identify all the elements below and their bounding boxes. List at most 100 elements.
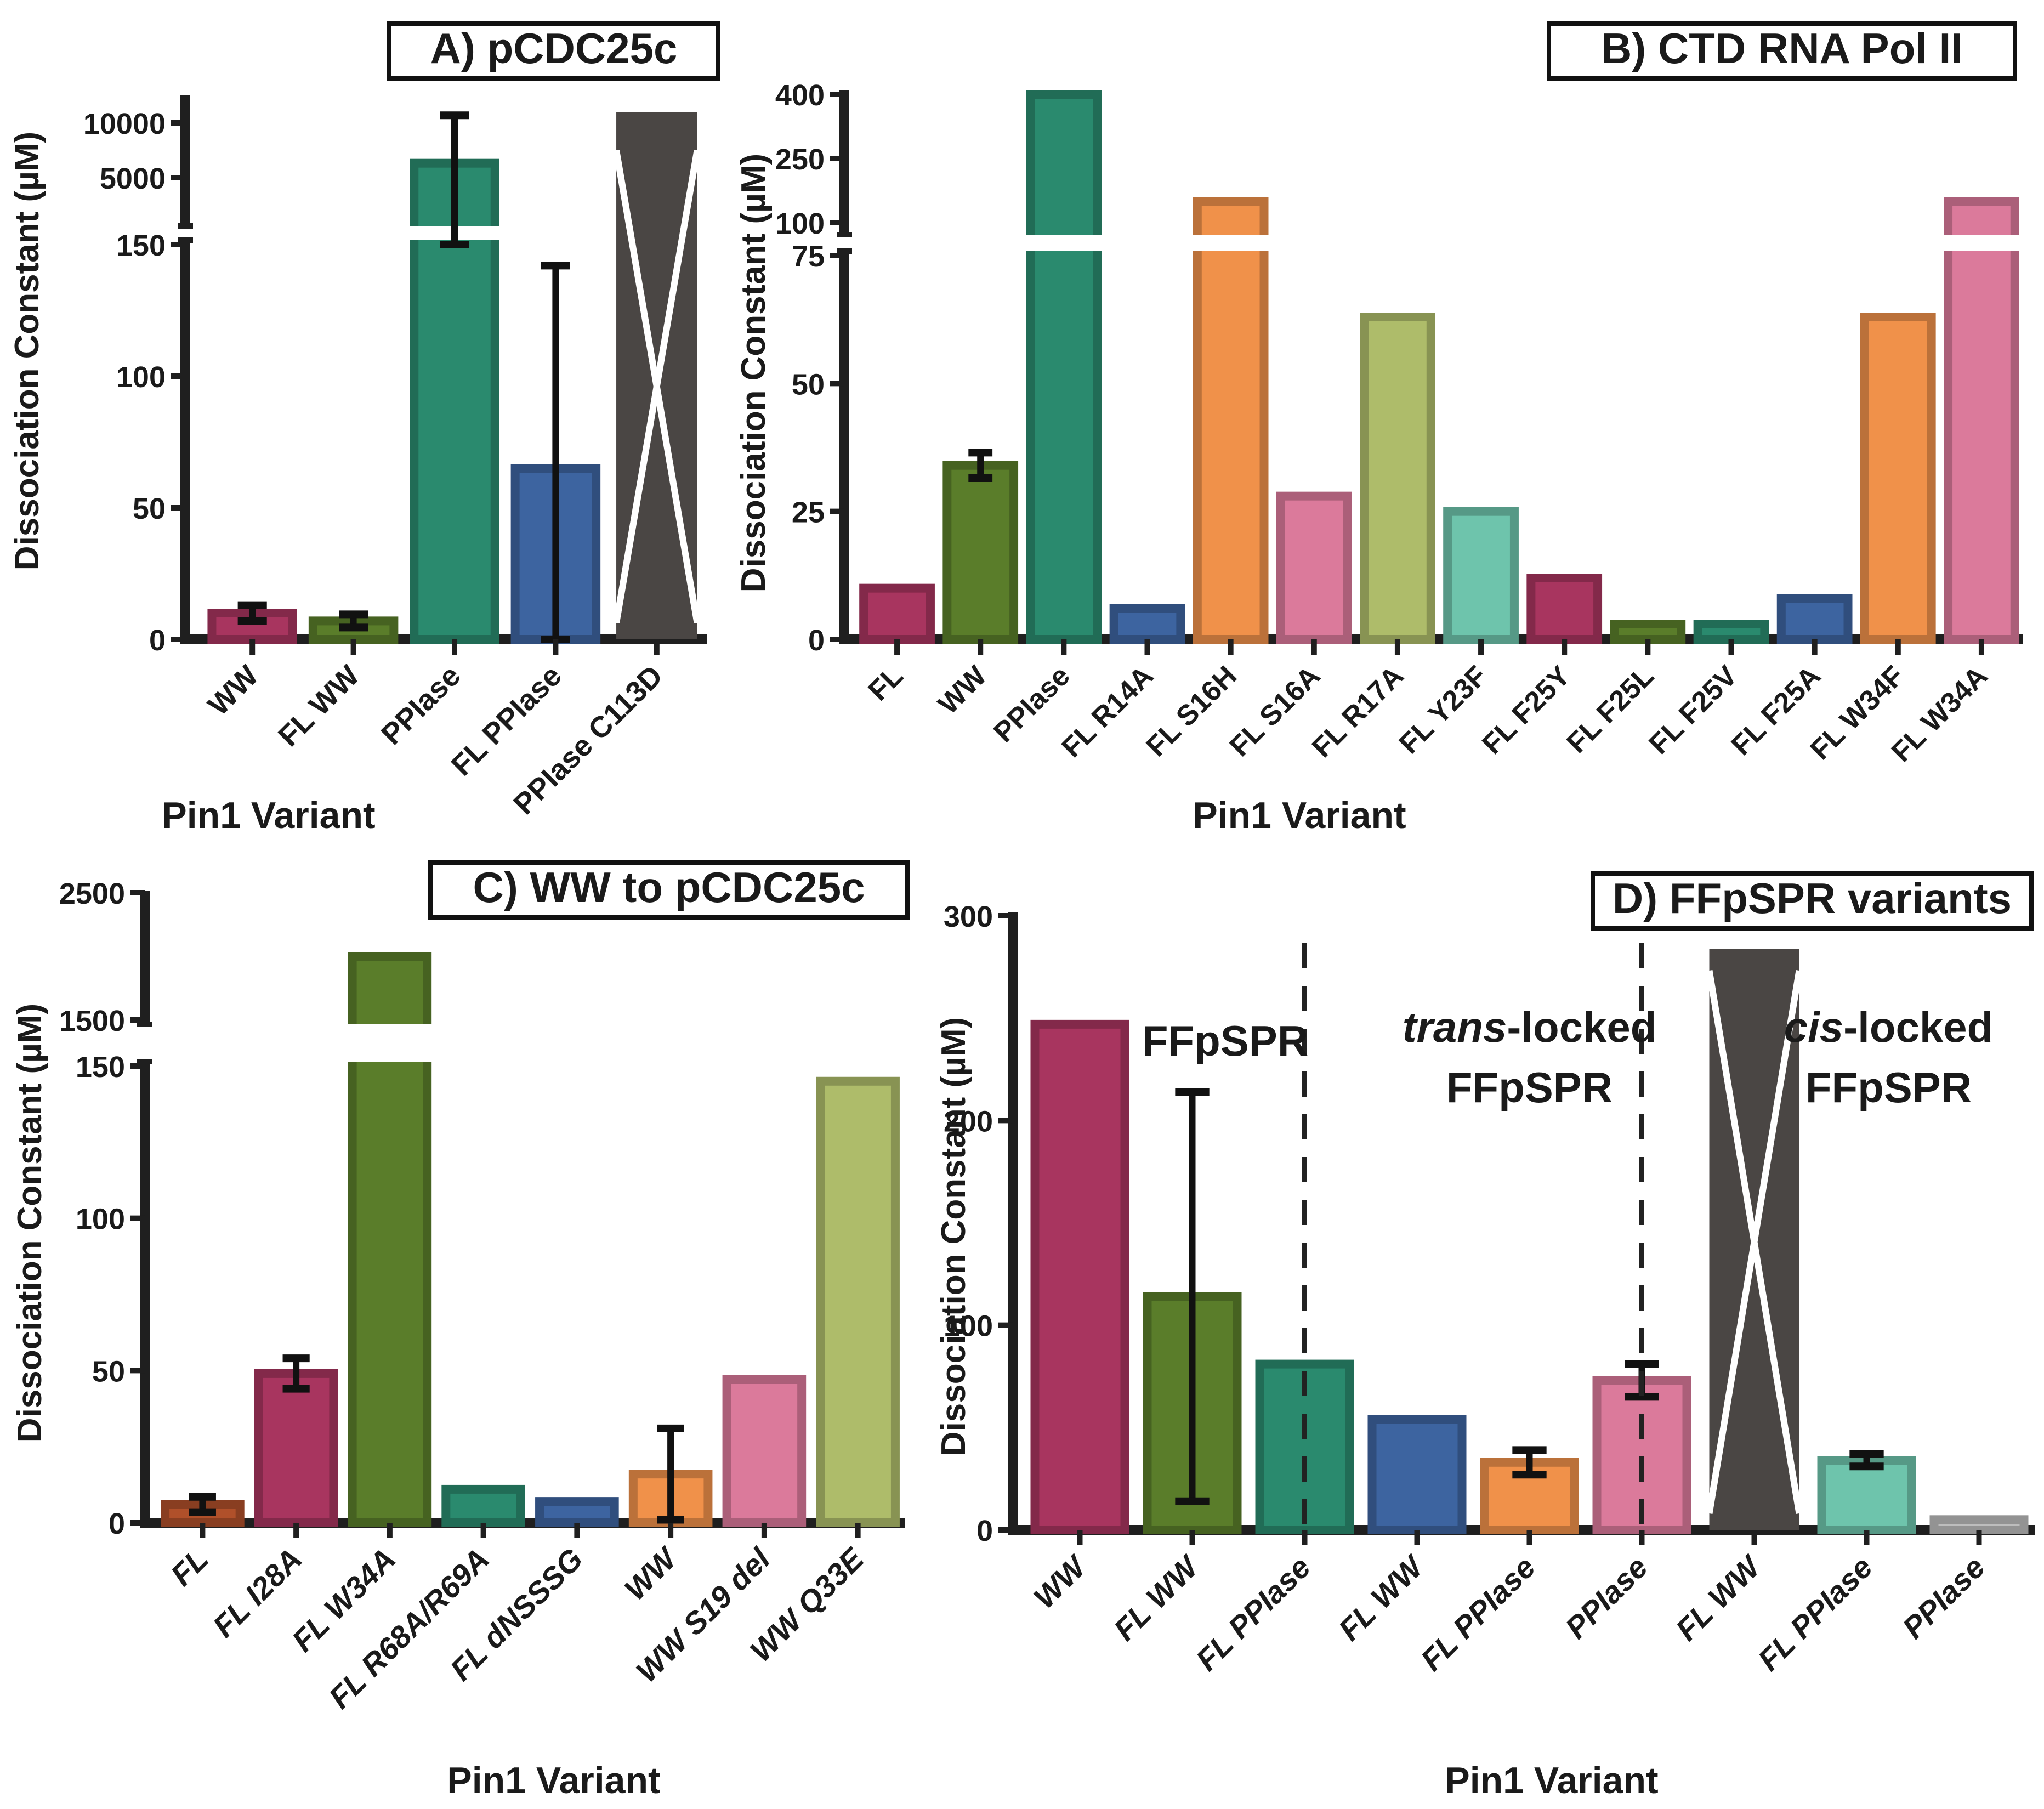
x-axis-title: Pin1 Variant [162, 795, 375, 836]
group-label-line2: FFpSPR [1805, 1063, 1972, 1112]
x-tick-label: WW [1027, 1548, 1094, 1615]
title-box [1591, 871, 2034, 931]
y-tick-label: 0 [149, 624, 166, 657]
bar [1030, 1019, 1129, 1535]
y-tick-label: 100 [116, 361, 166, 394]
y-tick-label: 150 [116, 229, 166, 262]
bar [1860, 313, 1936, 644]
bar-break-gap [1024, 235, 1104, 251]
x-tick-label: FL S16H [1140, 660, 1243, 762]
x-tick-label: FL WW [1107, 1548, 1206, 1647]
y-tick-label: 250 [775, 143, 825, 176]
y-tick-label: 50 [92, 1355, 125, 1388]
y-tick-label: 25 [792, 496, 825, 529]
y-tick-label: 5000 [100, 162, 166, 195]
x-tick-label: FL R14A [1055, 660, 1159, 763]
y-tick-label: 10000 [83, 107, 166, 140]
y-tick-label: 1500 [59, 1005, 125, 1037]
chart-title: B) CTD RNA Pol II [1601, 24, 1963, 72]
group-label: trans-locked [1403, 1003, 1657, 1051]
x-tick-label: WW [617, 1540, 684, 1607]
bar [1610, 620, 1686, 644]
bar [942, 461, 1019, 644]
bar [1276, 491, 1352, 644]
x-tick-label: WW [202, 659, 265, 722]
y-axis-title: Dissociation Constant (µM) [8, 132, 46, 570]
x-tick-label: PPIase [375, 659, 467, 751]
y-tick-label: 400 [775, 79, 825, 112]
x-tick-label: WW [932, 660, 993, 721]
y-tick-label: 50 [792, 368, 825, 401]
y-tick-label: 300 [944, 900, 993, 933]
x-tick-label: FL R68A/R69A [322, 1541, 496, 1715]
bar [1526, 574, 1603, 644]
group-label-prefix: cis [1784, 1003, 1843, 1051]
bar [535, 1497, 619, 1528]
x-axis-title: Pin1 Variant [1445, 1760, 1658, 1801]
x-tick-label: FL WW [1669, 1548, 1768, 1647]
x-tick-label: PPIase [1559, 1550, 1654, 1645]
x-tick-label: FL F25V [1643, 660, 1744, 761]
title-box [428, 860, 910, 920]
bar [859, 583, 935, 644]
y-tick-label: 50 [133, 492, 166, 525]
bar-break-gap [345, 1024, 434, 1062]
y-tick-label: 0 [976, 1515, 993, 1547]
x-tick-label: FL F25L [1561, 660, 1660, 759]
no-binding-cross [613, 149, 701, 624]
bar [1109, 604, 1185, 644]
bar [254, 1369, 338, 1528]
bar [1193, 197, 1269, 644]
y-tick-label: 75 [792, 240, 825, 273]
bar [1929, 1515, 2029, 1534]
y-axis-title: Dissociation Constant (µM) [11, 1003, 49, 1442]
group-label: cis-locked [1784, 1003, 1994, 1051]
bar [1944, 197, 2019, 644]
bar-break-gap [1190, 235, 1271, 251]
x-tick-label: PPIase [1896, 1550, 1991, 1645]
y-tick-label: 100 [76, 1203, 125, 1236]
y-tick-label: 200 [944, 1105, 993, 1138]
title-box [387, 21, 720, 81]
y-axis-title: Dissociation Constant (µM) [935, 1017, 973, 1456]
bar-break-gap [1941, 235, 2022, 251]
bar [816, 1076, 900, 1528]
y-tick-label: 0 [109, 1507, 125, 1540]
group-label-line2: FFpSPR [1446, 1063, 1613, 1112]
x-tick-label: FL S16A [1224, 660, 1326, 762]
x-tick-label: FL F25Y [1476, 660, 1576, 760]
x-tick-label: FL PPIase [1751, 1550, 1879, 1677]
group-label-suffix: -locked [1843, 1003, 1993, 1051]
x-tick-label: FL [862, 660, 910, 707]
y-axis-title: Dissociation Constant (µM) [735, 154, 773, 592]
bar [1693, 620, 1769, 644]
x-tick-label: FL Y23F [1393, 660, 1494, 760]
x-axis-title: Pin1 Variant [1193, 795, 1406, 836]
x-tick-label: FL WW [1332, 1548, 1431, 1647]
bar [441, 1484, 525, 1527]
x-tick-label: FL [164, 1541, 215, 1592]
title-box [1547, 21, 2017, 81]
x-tick-label: FL WW [272, 659, 366, 753]
y-tick-label: 100 [944, 1310, 993, 1343]
bar [1026, 90, 1102, 644]
chart-title: A) pCDC25c [430, 24, 678, 72]
group-label: FFpSPR [1142, 1017, 1308, 1065]
x-tick-label: FL PPIase [1189, 1550, 1317, 1677]
bar [1817, 1456, 1916, 1534]
y-tick-label: 150 [76, 1051, 125, 1084]
bar [1776, 594, 1853, 644]
y-tick-label: 100 [775, 207, 825, 240]
y-tick-label: 0 [808, 624, 825, 657]
bar [1360, 313, 1435, 644]
chart-title: D) FFpSPR variants [1613, 874, 2012, 922]
bar [1367, 1415, 1467, 1534]
x-tick-label: FL R17A [1306, 660, 1410, 763]
bar [722, 1375, 807, 1528]
chart-title: C) WW to pCDC25c [473, 863, 865, 911]
